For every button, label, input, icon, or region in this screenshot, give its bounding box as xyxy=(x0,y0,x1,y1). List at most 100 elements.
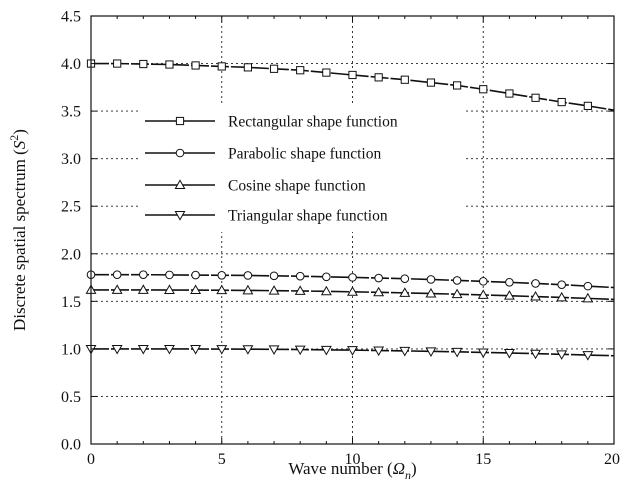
x-tick-label-0: 0 xyxy=(87,451,95,468)
x-axis-label: Wave number (Ωn) xyxy=(288,459,416,482)
data-point-0-9 xyxy=(322,68,331,77)
y-tick-label-7: 3.5 xyxy=(61,104,81,121)
data-point-3-7 xyxy=(268,345,280,355)
y-axis-label-text: Discrete spatial spectrum ( xyxy=(10,149,29,331)
y-tick-label-3: 1.5 xyxy=(61,294,81,311)
y-tick-label-5: 2.5 xyxy=(61,199,81,216)
data-point-2-19 xyxy=(582,292,594,303)
data-point-3-6 xyxy=(242,345,254,355)
legend-marker-2 xyxy=(174,179,186,189)
data-point-3-4 xyxy=(190,345,202,355)
y-axis-label-superscript: 2 xyxy=(7,135,21,141)
data-point-2-12 xyxy=(399,287,411,297)
data-point-2-10 xyxy=(347,286,358,296)
data-point-0-17 xyxy=(531,93,540,102)
axis-ticks xyxy=(90,15,615,445)
data-point-3-1 xyxy=(111,344,123,355)
data-point-1-9 xyxy=(322,272,331,282)
data-point-1-18 xyxy=(557,280,567,289)
y-tick-label-8: 4.0 xyxy=(61,56,81,73)
y-tick-label-1: 0.5 xyxy=(61,389,81,406)
y-axis-label-close: ) xyxy=(10,129,29,135)
data-point-2-13 xyxy=(425,287,437,298)
data-point-0-14 xyxy=(453,81,462,90)
data-point-3-19 xyxy=(582,351,594,361)
data-point-3-16 xyxy=(503,349,515,359)
data-point-1-13 xyxy=(426,275,436,284)
data-point-3-13 xyxy=(425,347,437,357)
x-axis-label-subscript: n xyxy=(405,468,411,482)
data-point-2-5 xyxy=(216,284,228,295)
data-point-2-17 xyxy=(530,290,542,301)
data-point-0-3 xyxy=(165,60,174,69)
data-point-0-5 xyxy=(217,62,226,71)
legend-label-2: Cosine shape function xyxy=(228,178,366,195)
data-point-3-12 xyxy=(399,346,411,357)
data-point-2-8 xyxy=(294,285,306,295)
data-point-3-3 xyxy=(163,344,175,355)
y-tick-label-6: 3.0 xyxy=(61,151,81,168)
legend-box xyxy=(140,104,463,232)
data-point-0-12 xyxy=(400,75,409,84)
data-point-1-7 xyxy=(269,271,279,281)
legend-label-0: Rectangular shape function xyxy=(228,114,398,131)
data-point-0-7 xyxy=(269,64,279,73)
legend-marker-3 xyxy=(174,211,186,221)
legend-marker-0 xyxy=(175,116,185,126)
data-point-1-11 xyxy=(374,273,383,283)
data-point-0-4 xyxy=(191,61,200,70)
x-axis-label-close: ) xyxy=(411,459,417,478)
data-point-2-6 xyxy=(242,284,254,295)
data-point-2-14 xyxy=(451,288,463,299)
data-point-1-6 xyxy=(243,271,253,280)
data-point-0-13 xyxy=(426,78,436,87)
y-axis-label: Discrete spatial spectrum (S2) xyxy=(7,129,29,331)
y-tick-label-2: 1.0 xyxy=(61,341,81,358)
legend-marker-1 xyxy=(175,148,185,158)
tick-labels: 0.0 0.5 1.0 1.5 2.0 2.5 3.0 3.5 4.0 4.5 0 5 10 15 20 xyxy=(61,9,620,469)
series-lines xyxy=(85,59,615,361)
data-point-1-5 xyxy=(217,270,227,280)
data-point-3-15 xyxy=(477,348,489,359)
series-circle xyxy=(86,270,615,291)
data-point-1-14 xyxy=(452,276,462,285)
data-point-1-4 xyxy=(191,270,200,280)
data-point-0-15 xyxy=(479,85,488,94)
data-point-0-10 xyxy=(348,70,357,80)
data-point-0-2 xyxy=(139,59,148,69)
data-point-2-3 xyxy=(163,284,175,294)
x-axis-label-text: Wave number ( xyxy=(288,459,393,478)
data-point-1-17 xyxy=(531,279,540,288)
series-triangle-down xyxy=(85,344,615,361)
data-point-0-8 xyxy=(296,66,305,75)
data-point-2-9 xyxy=(320,285,332,296)
data-point-3-5 xyxy=(216,345,228,355)
data-point-2-16 xyxy=(503,290,515,300)
data-point-0-19 xyxy=(583,101,592,110)
x-tick-label-2: 10 xyxy=(345,451,361,468)
y-axis-label-symbol: S xyxy=(10,140,29,149)
data-point-3-9 xyxy=(320,345,332,356)
data-point-1-16 xyxy=(505,278,514,287)
data-point-2-1 xyxy=(111,284,123,294)
y-tick-label-4: 2.0 xyxy=(61,246,81,263)
data-point-3-2 xyxy=(137,344,149,355)
legend-label-3: Triangular shape function xyxy=(228,208,388,225)
data-point-1-8 xyxy=(295,271,305,281)
series-triangle-up xyxy=(85,284,615,303)
data-point-3-17 xyxy=(530,349,542,360)
x-tick-label-1: 5 xyxy=(218,451,226,468)
x-tick-label-4: 20 xyxy=(604,451,620,468)
y-tick-label-0: 0.0 xyxy=(61,437,81,454)
x-axis-label-symbol: Ω xyxy=(393,459,405,478)
legend-label-1: Parabolic shape function xyxy=(228,146,381,163)
data-point-3-10 xyxy=(347,346,358,356)
data-point-2-2 xyxy=(137,284,149,294)
data-point-2-7 xyxy=(268,285,280,295)
data-point-1-3 xyxy=(165,270,174,280)
x-tick-label-3: 15 xyxy=(475,451,491,468)
data-point-0-6 xyxy=(243,63,253,72)
data-point-1-12 xyxy=(400,274,410,283)
